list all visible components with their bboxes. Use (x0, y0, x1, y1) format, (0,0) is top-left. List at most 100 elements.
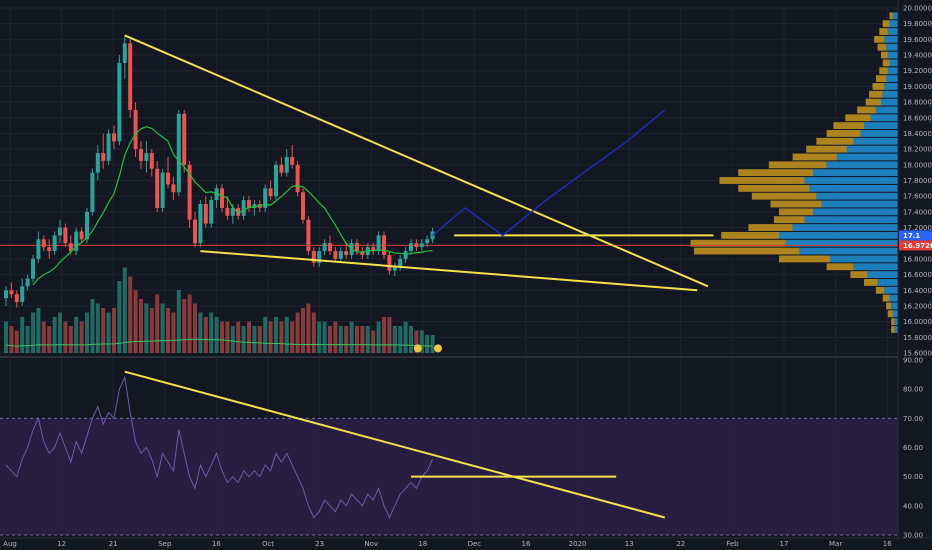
volume-bar (74, 317, 79, 353)
profile-bar-up (891, 302, 898, 310)
candle-body (328, 243, 332, 252)
last-price-label: 16.97200 (903, 242, 932, 250)
candle-body (155, 168, 160, 208)
profile-bar-up (867, 271, 898, 279)
volume-bar (425, 335, 430, 353)
candle-body (387, 254, 392, 271)
time-tick-label: 16 (883, 540, 892, 548)
profile-bar-down (792, 153, 837, 161)
candle-body (171, 184, 176, 193)
volume-bar (128, 276, 133, 353)
profile-bar-down (850, 271, 868, 279)
profile-bar-down (719, 177, 805, 184)
time-tick-label: 22 (676, 540, 685, 548)
candle-body (106, 133, 111, 161)
volume-bar (311, 312, 316, 353)
volume-bar (290, 321, 295, 353)
volume-bar (203, 317, 208, 353)
time-tick-label: 16 (522, 540, 531, 548)
profile-bar-up (884, 35, 898, 43)
event-icon (434, 344, 442, 353)
volume-bar (392, 326, 397, 353)
candle-body (160, 172, 165, 208)
volume-bar (301, 308, 305, 353)
price-tick-label: 19.00000 (903, 83, 932, 91)
profile-bar-up (836, 153, 898, 161)
profile-bar-up (821, 200, 898, 208)
profile-bar-up (809, 184, 898, 192)
volume-bar (193, 303, 197, 353)
profile-bar-up (894, 326, 898, 333)
candle-body (382, 235, 386, 255)
volume-bar (360, 326, 365, 353)
candle-body (166, 172, 170, 185)
profile-bar-up (882, 90, 898, 98)
volume-bar (171, 312, 176, 353)
profile-bar-up (804, 216, 898, 224)
candle-body (290, 156, 295, 165)
volume-bar (333, 321, 338, 353)
profile-bar-down (882, 294, 890, 302)
profile-bar-down (690, 239, 786, 247)
volume-bar (376, 321, 381, 353)
profile-bar-down (891, 318, 895, 326)
profile-bar-down (779, 208, 813, 216)
time-tick-label: 17 (780, 540, 789, 548)
candle-body (338, 251, 343, 259)
candle-body (414, 243, 419, 248)
candle-body (36, 239, 41, 259)
profile-bar-up (892, 310, 898, 318)
profile-bar-up (894, 318, 898, 326)
rsi-tick-label: 90.00 (903, 357, 923, 365)
price-tick-label: 16.20000 (903, 302, 932, 310)
profile-bar-down (779, 255, 830, 263)
candle-body (95, 153, 100, 173)
price-tick-label: 16.80000 (903, 255, 932, 263)
candle-body (14, 294, 19, 303)
volume-bar (182, 299, 187, 353)
candle-body (198, 204, 203, 244)
candle-body (403, 251, 408, 259)
volume-bar (47, 326, 52, 353)
candle-body (133, 109, 138, 150)
volume-bar (365, 326, 370, 353)
profile-bar-up (799, 247, 898, 255)
profile-bar-down (875, 75, 887, 82)
profile-bar-down (875, 286, 885, 294)
candle-body (85, 211, 89, 240)
candle-body (322, 243, 327, 252)
volume-bar (112, 308, 116, 353)
profile-bar-up (881, 98, 898, 106)
price-tick-label: 15.80000 (903, 334, 932, 342)
candle-body (344, 251, 349, 255)
candle-body (79, 231, 84, 240)
candle-body (263, 188, 268, 208)
candle-body (112, 133, 116, 142)
candle-body (58, 227, 62, 236)
price-tick-label: 18.60000 (903, 114, 932, 122)
volume-bar (139, 299, 143, 353)
profile-bar-down (748, 224, 793, 231)
volume-bar (166, 308, 170, 353)
time-tick-label: 18 (418, 540, 427, 548)
price-tick-label: 19.40000 (903, 52, 932, 60)
candle-body (214, 188, 219, 201)
profile-bar-up (887, 67, 898, 75)
price-tick-label: 18.20000 (903, 146, 932, 154)
volume-bar (419, 330, 424, 353)
candle-body (176, 113, 181, 193)
price-tick-label: 17.60000 (903, 193, 932, 201)
candle-body (25, 278, 30, 287)
price-tick-label: 16.60000 (903, 271, 932, 279)
price-axis: 20.00000 19.80000 19.60000 19.40000 19.20000… (903, 5, 932, 358)
price-tick-label: 19.60000 (903, 36, 932, 44)
profile-bar-up (886, 75, 898, 82)
price-tick-label: 17.40000 (903, 208, 932, 216)
price-tick-label: 17.80000 (903, 177, 932, 185)
candle-body (63, 227, 68, 244)
candle-body (279, 164, 284, 173)
rsi-tick-label: 40.00 (903, 502, 923, 510)
volume-bar (398, 326, 403, 353)
price-tick-label: 16.00000 (903, 318, 932, 326)
